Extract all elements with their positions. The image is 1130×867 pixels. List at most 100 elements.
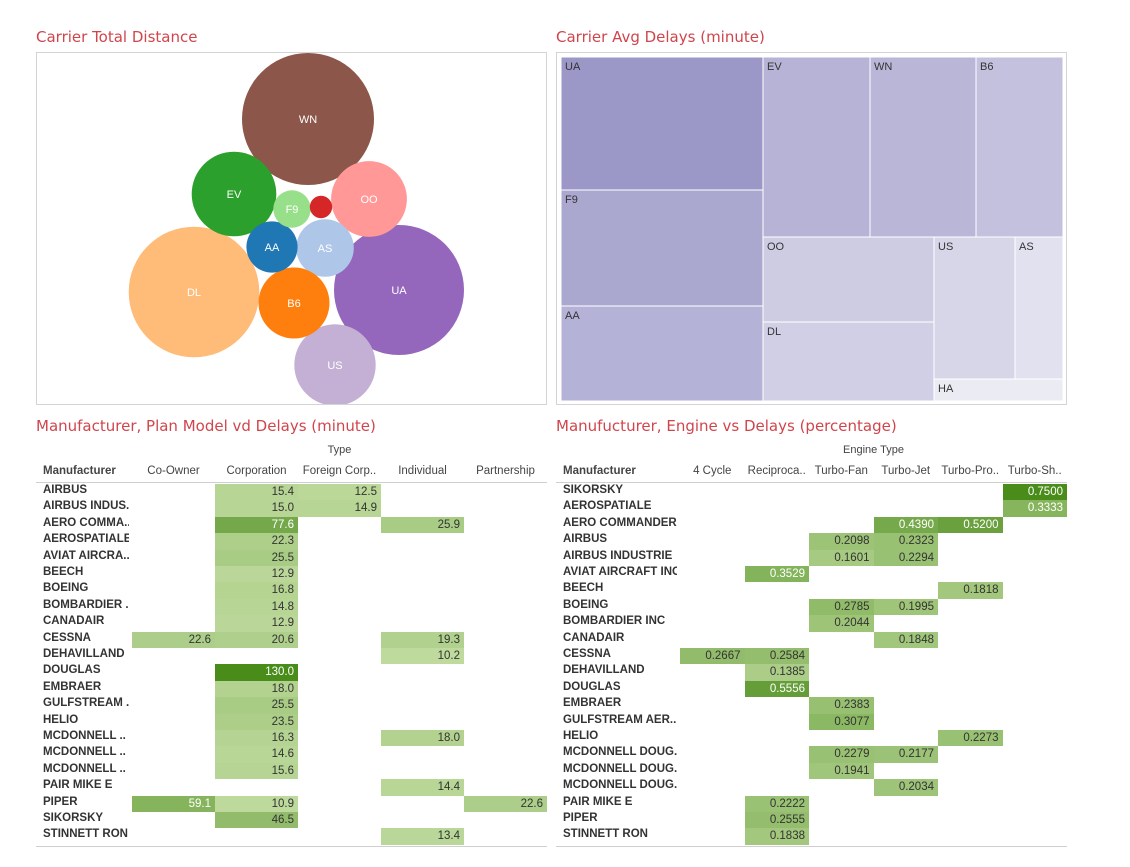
treemap-cell-b6[interactable] [975,56,1064,238]
cell-airbus-industrie-turbo-fan[interactable]: 0.1601 [809,549,874,566]
cell-airbus-industrie-turbo-jet[interactable]: 0.2294 [873,549,938,566]
bubble-dl[interactable] [128,226,260,358]
cell-embraer-corporation[interactable]: 18.0 [215,680,298,698]
cell-aero-commander-turbo-jet[interactable]: 0.4390 [873,516,938,534]
bubble-us[interactable] [294,324,376,406]
type-group-header: Type [327,444,352,456]
row-label-beech: BEECH [563,582,604,595]
cell-stinnett-ron-individual[interactable]: 13.4 [381,828,464,845]
column-header-turbo-jet: Turbo-Jet [881,465,931,477]
cell-embraer-turbo-fan[interactable]: 0.2383 [809,697,874,714]
cell-helio-corporation[interactable]: 23.5 [215,713,298,730]
cell-airbus-indus-foreign-corp[interactable]: 14.9 [298,500,381,517]
treemap-chart-title: Carrier Avg Delays (minute) [556,28,765,46]
treemap-cell-aa[interactable] [560,305,764,402]
treemap-cell-ev[interactable] [762,56,871,238]
cell-mcdonnell-individual[interactable]: 18.0 [381,730,464,747]
cell-cessna-corporation[interactable]: 20.6 [215,631,298,648]
cell-canadair-corporation[interactable]: 12.9 [215,615,298,632]
cell-cessna-4-cycle[interactable]: 0.2667 [680,648,745,665]
treemap-cell-f9[interactable] [560,189,764,307]
cell-aerospatiale-turbo-sh[interactable]: 0.3333 [1002,500,1067,517]
row-label-cessna: CESSNA [43,631,91,644]
cell-stinnett-ron-reciproca[interactable]: 0.1838 [744,828,809,845]
treemap-cell-oo[interactable] [762,236,935,323]
cell-beech-turbo-pro[interactable]: 0.1818 [938,582,1003,599]
cell-airbus-turbo-fan[interactable]: 0.2098 [809,533,874,550]
treemap-cell-ua[interactable] [560,56,764,191]
cell-sikorsky-turbo-sh[interactable]: 0.7500 [1002,484,1067,501]
row-label-mcdonnell: MCDONNELL .. [43,730,126,742]
bubble-f9[interactable] [273,190,311,228]
row-label-piper: PIPER [43,795,78,808]
treemap-cell-ha[interactable] [933,378,1064,402]
cell-aviat-aircra-corporation[interactable]: 25.5 [215,549,298,566]
bubble-unlabeled[interactable] [309,195,333,219]
row-label-airbus: AIRBUS [563,533,608,546]
cell-canadair-turbo-jet[interactable]: 0.1848 [873,631,938,648]
bubble-aa[interactable] [246,221,298,273]
cell-airbus-indus-corporation[interactable]: 15.0 [215,500,298,517]
row-label-pair-mike-e: PAIR MIKE E [563,795,633,808]
cell-piper-reciproca[interactable]: 0.2555 [744,812,809,829]
cell-bombardier-inc-turbo-fan[interactable]: 0.2044 [809,615,874,632]
bubble-as[interactable] [296,219,354,277]
cell-helio-turbo-pro[interactable]: 0.2273 [938,730,1003,747]
row-label-aviat-aircraft-inc: AVIAT AIRCRAFT INC [563,566,677,578]
cell-pair-mike-e-individual[interactable]: 14.4 [381,779,464,796]
bubble-b6[interactable] [258,267,330,339]
cell-aero-comma-individual[interactable]: 25.9 [381,516,464,534]
bubble-label-f9: F9 [286,204,299,216]
cell-aerospatiale-corporation[interactable]: 22.3 [215,533,298,550]
treemap-cell-wn[interactable] [869,56,977,238]
cell-cessna-reciproca[interactable]: 0.2584 [744,648,809,665]
cell-mcdonnell-doug-turbo-jet[interactable]: 0.2034 [873,779,938,796]
cell-airbus-foreign-corp[interactable]: 12.5 [298,484,381,501]
cell-airbus-turbo-jet[interactable]: 0.2323 [873,533,938,550]
cell-mcdonnell-doug-turbo-jet[interactable]: 0.2177 [873,746,938,763]
cell-beech-corporation[interactable]: 12.9 [215,566,298,583]
cell-pair-mike-e-reciproca[interactable]: 0.2222 [744,795,809,812]
cell-aviat-aircraft-inc-reciproca[interactable]: 0.3529 [744,566,809,583]
cell-boeing-corporation[interactable]: 16.8 [215,582,298,599]
treemap-cell-as[interactable] [1014,236,1064,380]
cell-aero-commander-turbo-pro[interactable]: 0.5200 [938,516,1003,534]
treemap-cell-dl[interactable] [762,321,935,402]
manufacturer-column-header: Manufacturer [43,465,116,477]
row-label-gulfstream: GULFSTREAM .. [43,697,129,710]
bubble-oo[interactable] [331,161,407,237]
cell-bombardier-corporation[interactable]: 14.8 [215,598,298,616]
cell-airbus-corporation[interactable]: 15.4 [215,484,298,501]
row-label-pair-mike-e: PAIR MIKE E [43,779,113,792]
bubble-ev[interactable] [191,151,277,237]
cell-mcdonnell-doug-turbo-fan[interactable]: 0.2279 [809,746,874,763]
column-header-4-cycle: 4 Cycle [693,465,732,477]
cell-piper-partnership[interactable]: 22.6 [464,795,547,812]
bubble-wn[interactable] [242,53,374,185]
row-label-boeing: BOEING [563,598,609,611]
cell-boeing-turbo-fan[interactable]: 0.2785 [809,598,874,616]
cell-douglas-reciproca[interactable]: 0.5556 [744,680,809,698]
cell-aero-comma-corporation[interactable]: 77.6 [215,516,298,534]
cell-mcdonnell-corporation[interactable]: 15.6 [215,762,298,780]
cell-dehavilland-individual[interactable]: 10.2 [381,648,464,665]
cell-gulfstream-corporation[interactable]: 25.5 [215,697,298,714]
bubble-ua[interactable] [334,225,464,355]
cell-cessna-individual[interactable]: 19.3 [381,631,464,648]
cell-mcdonnell-corporation[interactable]: 16.3 [215,730,298,747]
cell-cessna-co-owner[interactable]: 22.6 [132,631,215,648]
cell-gulfstream-aer-turbo-fan[interactable]: 0.3077 [809,713,874,730]
row-label-mcdonnell-doug: MCDONNELL DOUG.. [563,762,677,775]
row-label-douglas: DOUGLAS [563,680,621,693]
cell-piper-corporation[interactable]: 10.9 [215,795,298,812]
cell-boeing-turbo-jet[interactable]: 0.1995 [873,598,938,616]
bubble-label-b6: B6 [287,298,300,310]
cell-mcdonnell-corporation[interactable]: 14.6 [215,746,298,763]
column-header-reciproca: Reciproca.. [747,465,806,477]
cell-sikorsky-corporation[interactable]: 46.5 [215,812,298,829]
cell-dehavilland-reciproca[interactable]: 0.1385 [744,664,809,681]
treemap-cell-us[interactable] [933,236,1016,380]
cell-douglas-corporation[interactable]: 130.0 [215,664,298,681]
cell-mcdonnell-doug-turbo-fan[interactable]: 0.1941 [809,762,874,780]
cell-piper-co-owner[interactable]: 59.1 [132,795,215,812]
